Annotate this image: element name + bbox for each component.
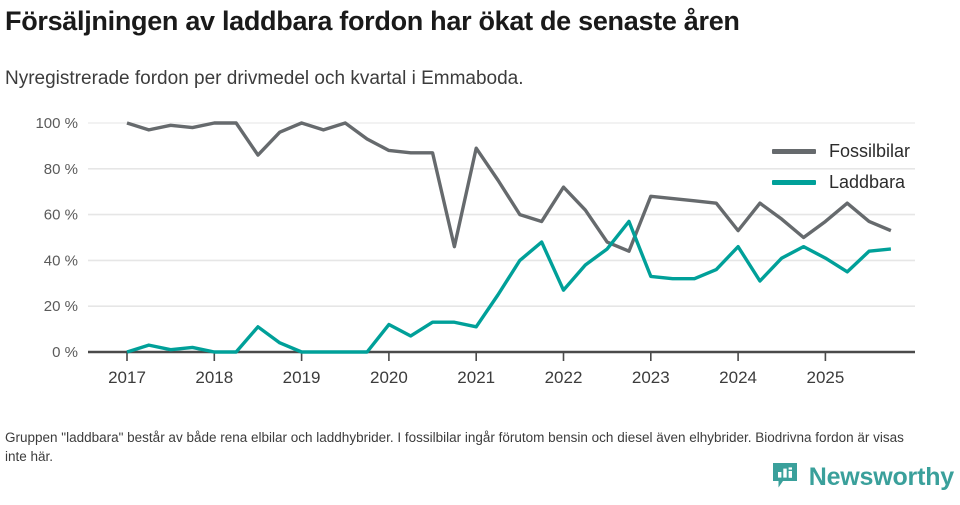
y-axis-tick-labels: 0 % 20 % 40 % 60 % 80 % 100 % [35, 115, 78, 361]
x-axis-tick-labels: 2017 2018 2019 2020 2021 2022 2023 2024 2025 [108, 368, 844, 387]
brand-name: Newsworthy [808, 463, 954, 491]
y-axis-tick-label: 60 % [44, 207, 78, 224]
legend-item-laddbara[interactable]: Laddbara [772, 167, 957, 198]
x-axis-tick-label: 2020 [370, 368, 408, 387]
x-axis-tick-label: 2023 [632, 368, 670, 387]
series-line-laddbara [126, 219, 892, 354]
page-title: Försäljningen av laddbara fordon har öka… [5, 6, 740, 36]
y-axis-tick-label: 100 % [35, 115, 78, 132]
legend-label-fossilbilar: Fossilbilar [829, 141, 911, 161]
x-axis-tick-label: 2024 [719, 368, 757, 387]
legend-swatch-laddbara [772, 180, 816, 185]
x-axis-tick-label: 2022 [545, 368, 583, 387]
bar-chart-speech-bubble-icon [770, 460, 800, 495]
y-axis-tick-label: 0 % [52, 344, 78, 361]
legend-item-fossilbilar[interactable]: Fossilbilar [772, 136, 957, 167]
legend-label-laddbara: Laddbara [829, 172, 906, 192]
chart-legend: Fossilbilar Laddbara [772, 136, 957, 198]
x-axis-tickmarks [126, 353, 827, 361]
x-axis-tick-label: 2025 [806, 368, 844, 387]
line-chart: 0 % 20 % 40 % 60 % 80 % 100 % 2017 2018 2019 202… [35, 115, 915, 387]
series-line-fossilbilar [126, 121, 892, 253]
data-series-group [126, 121, 892, 354]
y-axis-tick-label: 20 % [44, 298, 78, 315]
x-axis-tick-label: 2018 [195, 368, 233, 387]
legend-swatch-fossilbilar [772, 149, 816, 154]
x-axis-tick-label: 2021 [457, 368, 495, 387]
page-subtitle: Nyregistrerade fordon per drivmedel och … [5, 68, 524, 89]
chart-plot-area: 0 % 20 % 40 % 60 % 80 % 100 % 2017 2018 2019 202… [0, 105, 960, 395]
y-axis-tick-label: 80 % [44, 161, 78, 178]
chart-footnote: Gruppen "laddbara" består av både rena e… [5, 430, 904, 465]
x-axis-tick-label: 2019 [283, 368, 321, 387]
y-axis-tick-label: 40 % [44, 252, 78, 269]
x-axis-tick-label: 2017 [108, 368, 146, 387]
newsworthy-brand[interactable]: Newsworthy [770, 460, 954, 495]
